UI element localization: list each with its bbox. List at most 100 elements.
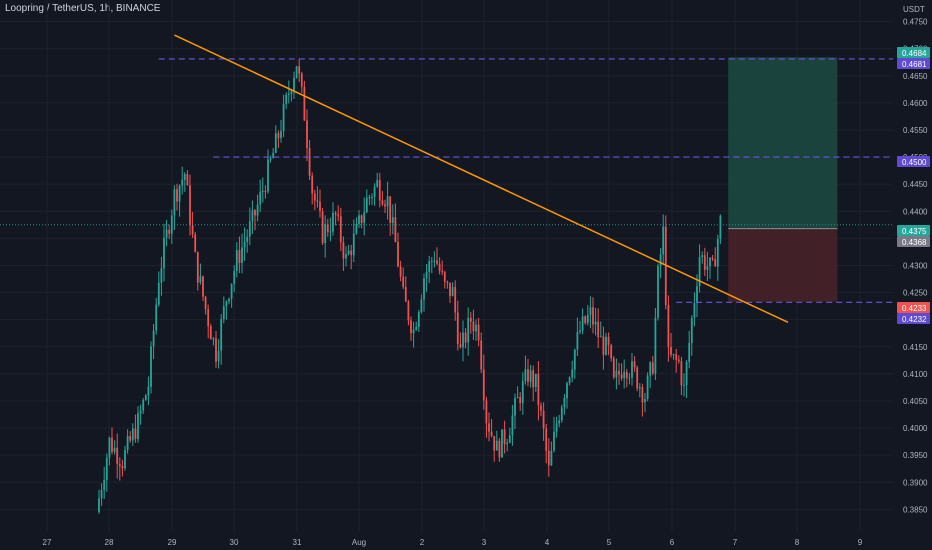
- candle-body: [321, 211, 324, 244]
- candle-body: [628, 377, 631, 379]
- candle-body: [662, 226, 665, 255]
- candle-body: [194, 234, 197, 252]
- candle-body: [563, 398, 566, 408]
- candle-body: [573, 349, 576, 370]
- candle-body: [612, 358, 615, 378]
- badge-level-mid: 0.4500: [902, 158, 927, 167]
- candle-body: [420, 299, 423, 313]
- candle-body: [644, 399, 646, 403]
- candle-body: [615, 370, 618, 378]
- candle-body: [521, 381, 524, 404]
- candle-body: [319, 201, 321, 212]
- candle-body: [142, 399, 145, 411]
- candle-body: [277, 133, 280, 139]
- candle-body: [540, 405, 542, 411]
- candle-body: [264, 190, 267, 192]
- candle-body: [298, 66, 301, 74]
- candle-body: [272, 152, 275, 159]
- candle-body: [381, 200, 384, 205]
- candle-body: [113, 447, 116, 452]
- drawing-lines[interactable]: [0, 34, 893, 324]
- candle-body: [547, 450, 550, 466]
- candle-body: [711, 257, 714, 260]
- candle-body: [651, 362, 654, 374]
- candle-body: [482, 369, 485, 401]
- price-tick-label: 0.4750: [903, 18, 928, 27]
- candle-body: [350, 250, 353, 256]
- candle-body: [631, 361, 633, 378]
- candle-body: [511, 415, 514, 436]
- candle-body: [594, 321, 597, 325]
- candle-body: [212, 338, 215, 340]
- badge-level-top-bg: [897, 58, 930, 69]
- candle-body: [376, 180, 379, 187]
- candle-body: [703, 255, 706, 270]
- candle-body: [641, 387, 644, 403]
- time-axis[interactable]: 27 28 29 30 31 Aug 2 3 4 5 6 7 8 9: [43, 538, 863, 547]
- candle-body: [316, 200, 319, 202]
- candle-body: [417, 312, 420, 327]
- candle-body: [412, 329, 415, 334]
- candle-body: [225, 301, 228, 307]
- candle-body: [222, 306, 225, 320]
- price-badges: 0.4684 0.4681 0.4500 0.4375 0.4368 0.423…: [897, 47, 930, 324]
- candle-body: [677, 359, 680, 362]
- candle-body: [670, 347, 672, 355]
- candle-body: [508, 435, 511, 443]
- time-tick-label: Aug: [352, 538, 366, 547]
- candle-body: [126, 436, 129, 451]
- price-tick-label: 0.4600: [903, 99, 928, 108]
- time-tick-label: 8: [795, 538, 800, 547]
- time-tick-label: 3: [482, 538, 487, 547]
- candle-body: [459, 344, 462, 348]
- price-axis[interactable]: USDT 0.47500.47000.46500.46000.45500.450…: [903, 5, 928, 514]
- candle-body: [597, 321, 600, 338]
- time-tick-label: 4: [545, 538, 550, 547]
- candle-body: [633, 361, 636, 368]
- candle-body: [152, 330, 155, 347]
- candle-body: [542, 410, 545, 429]
- candle-body: [124, 450, 126, 469]
- candle-body: [659, 254, 662, 267]
- candle-body: [501, 429, 503, 458]
- badge-last-price: 0.4375: [902, 227, 927, 236]
- interval-label: 1h: [99, 3, 111, 14]
- candle-body: [456, 312, 459, 345]
- candle-body: [365, 197, 368, 213]
- candle-body: [248, 221, 251, 237]
- candle-body: [646, 375, 649, 400]
- candle-body: [196, 251, 199, 283]
- candle-body: [352, 233, 355, 256]
- candle-body: [207, 309, 210, 327]
- candle-body: [495, 440, 498, 451]
- candle-body: [103, 480, 106, 491]
- position-zones[interactable]: [728, 57, 838, 302]
- candle-body: [490, 431, 493, 436]
- candle-body: [280, 131, 282, 139]
- candle-body: [254, 210, 256, 216]
- candle-body: [716, 239, 719, 267]
- time-tick-label: 29: [168, 538, 177, 547]
- candle-body: [488, 423, 490, 432]
- candle-body: [402, 276, 405, 288]
- candle-body: [160, 268, 163, 283]
- time-tick-label: 31: [293, 538, 302, 547]
- candle-body: [638, 387, 641, 389]
- candle-body: [111, 437, 113, 452]
- candle-body: [274, 133, 277, 153]
- candle-body: [688, 343, 691, 362]
- candle-body: [368, 197, 371, 199]
- candle-body: [267, 159, 269, 192]
- candle-body: [524, 369, 527, 382]
- candle-body: [329, 231, 332, 233]
- candle-body: [636, 367, 639, 389]
- badge-target-bg: [897, 47, 930, 58]
- candle-body: [303, 86, 306, 121]
- candle-body: [498, 440, 501, 458]
- candle-body: [199, 276, 202, 283]
- candle-body: [295, 66, 298, 78]
- candle-body: [558, 420, 561, 424]
- candle-body: [108, 437, 111, 458]
- candle-body: [131, 428, 134, 441]
